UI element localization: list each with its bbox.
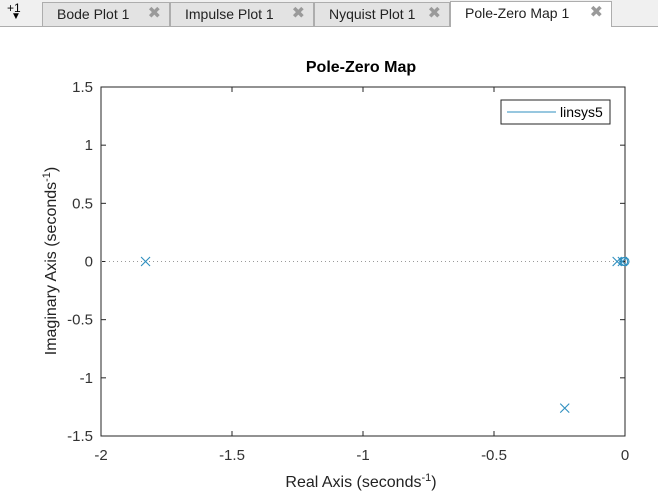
y-tick-label: -0.5: [67, 312, 93, 329]
legend-label-linsys5: linsys5: [560, 104, 603, 120]
y-tick-label: 0.5: [72, 195, 93, 212]
pole-zero-chart[interactable]: Pole-Zero Map -2 -1.5 -1 -0.5 01.510.50-0.5-…: [0, 27, 658, 492]
axes-box: [100, 86, 626, 437]
tab-overflow-menu[interactable]: +1 ▼: [0, 0, 38, 26]
close-icon[interactable]: ✖: [147, 5, 161, 22]
y-tick-label: -1: [80, 370, 93, 387]
y-tick-label: -1.5: [67, 428, 93, 445]
tab-nyquist-plot-1[interactable]: Nyquist Plot 1 ✖: [314, 2, 450, 26]
y-axis-label: Imaginary Axis (seconds-1): [41, 167, 60, 356]
chevron-down-icon: ▼: [11, 11, 21, 22]
pole-marker[interactable]: [617, 256, 628, 267]
y-tick-label: 0: [85, 254, 93, 271]
close-icon[interactable]: ✖: [427, 5, 441, 22]
x-axis-label: Real Axis (seconds-1): [285, 472, 436, 491]
tab-overflow-count: +1: [7, 1, 21, 15]
tab-impulse-plot-1[interactable]: Impulse Plot 1 ✖: [170, 2, 314, 26]
x-tick-label: -1: [356, 447, 369, 464]
pole-marker[interactable]: [559, 403, 570, 413]
chart-title: Pole-Zero Map: [306, 59, 416, 76]
pole-marker[interactable]: [140, 256, 151, 267]
close-icon[interactable]: ✖: [291, 5, 305, 22]
x-tick-label: -1.5: [219, 447, 245, 464]
y-tick-label: 1.5: [72, 79, 93, 96]
tab-bar: +1 ▼ Bode Plot 1 ✖ Impulse Plot 1 ✖ Nyqu…: [0, 0, 658, 27]
close-icon[interactable]: ✖: [589, 4, 603, 21]
tab-bode-plot-1[interactable]: Bode Plot 1 ✖: [42, 2, 170, 26]
legend[interactable]: linsys5: [500, 99, 611, 125]
x-tick-label: -0.5: [481, 447, 507, 464]
figure-area: Pole-Zero Map -2 -1.5 -1 -0.5 0 1.5 1 0.5 0 -0.5-…: [0, 27, 658, 492]
tab-label: Pole-Zero Map 1: [465, 5, 570, 21]
y-tick-label: 1: [85, 137, 93, 154]
zero-marker[interactable]: [620, 256, 630, 267]
x-tick-label: 0: [621, 447, 629, 464]
tab-label: Impulse Plot 1: [185, 6, 274, 22]
tab-label: Bode Plot 1: [57, 6, 130, 22]
x-tick-label: -2: [94, 447, 107, 464]
tab-pole-zero-map-1[interactable]: Pole-Zero Map 1 ✖: [450, 1, 612, 27]
tab-label: Nyquist Plot 1: [329, 6, 416, 22]
